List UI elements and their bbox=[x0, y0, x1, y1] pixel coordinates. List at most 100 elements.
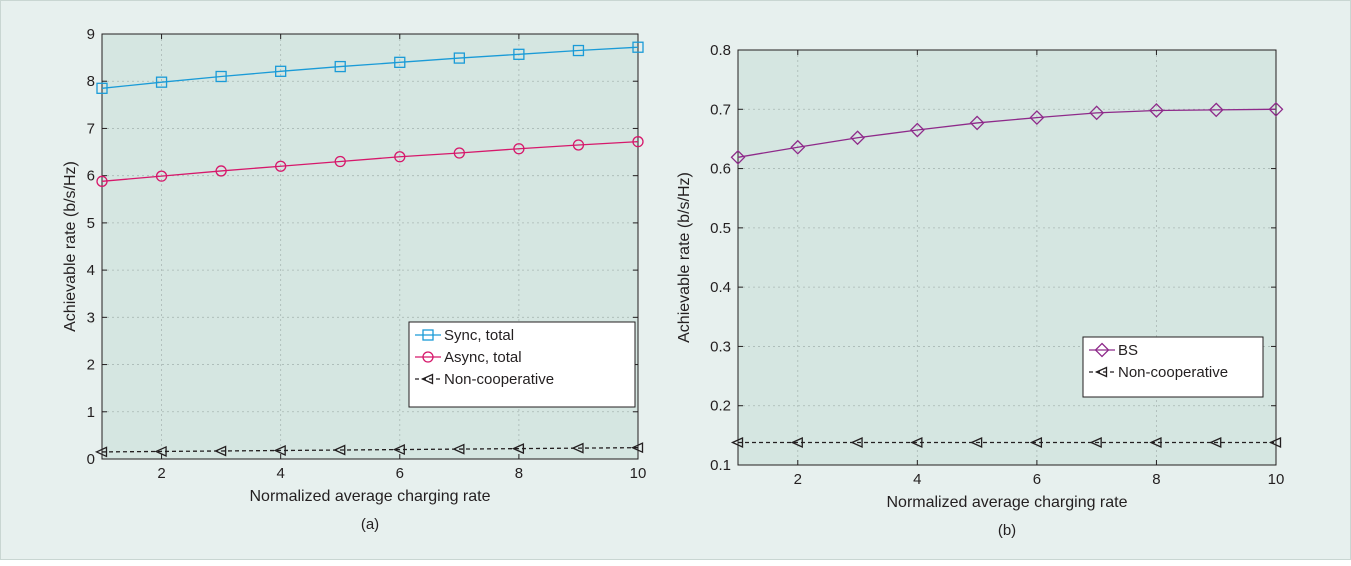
legend: BS Non-cooperative bbox=[1082, 336, 1264, 398]
data-point bbox=[215, 165, 227, 177]
x-axis-label: Normalized average charging rate bbox=[886, 494, 1127, 511]
y-tick-label: 2 bbox=[87, 357, 95, 374]
legend-box bbox=[1082, 336, 1264, 398]
x-tick-label: 6 bbox=[396, 465, 404, 482]
data-point bbox=[850, 130, 865, 146]
x-tick-label: 10 bbox=[630, 465, 647, 482]
series-line bbox=[101, 447, 639, 453]
chart-panel-a: 2 4 6 8 10 0 1 2 3 4 5 6 7 8 9 Normalized average charg… bbox=[62, 26, 646, 533]
y-axis-label: Achievable rate (b/s/Hz) bbox=[676, 172, 693, 343]
data-point bbox=[790, 436, 803, 448]
y-tick-label: 0.2 bbox=[710, 398, 731, 415]
y-tick-label: 3 bbox=[87, 309, 95, 326]
data-point bbox=[273, 444, 286, 457]
y-tick-label: 0.5 bbox=[710, 220, 731, 237]
plot-frame bbox=[101, 33, 639, 460]
y-tick-label: 0.8 bbox=[710, 42, 731, 59]
data-point bbox=[453, 52, 465, 64]
x-axis-label: Normalized average charging rate bbox=[249, 488, 490, 505]
data-point bbox=[730, 149, 746, 165]
y-tick-label: 0.4 bbox=[710, 279, 731, 296]
chart-panel-b: 2 4 6 8 10 0.1 0.2 0.3 0.4 0.5 0.6 0.7 0.8 Normalized… bbox=[676, 42, 1284, 539]
data-point bbox=[730, 436, 744, 448]
y-tick-label: 0.1 bbox=[710, 457, 731, 474]
data-point bbox=[155, 170, 168, 182]
x-tick-label: 6 bbox=[1033, 471, 1041, 488]
data-point bbox=[630, 442, 644, 454]
panel-caption: (b) bbox=[998, 522, 1016, 539]
series-line bbox=[737, 108, 1277, 158]
data-point bbox=[571, 442, 584, 454]
y-tick-label: 1 bbox=[87, 404, 95, 421]
y-tick-label: 8 bbox=[87, 73, 95, 90]
data-point bbox=[154, 445, 167, 457]
series-line bbox=[101, 141, 639, 182]
data-point bbox=[334, 60, 346, 73]
y-tick-label: 0.3 bbox=[710, 338, 731, 355]
data-point bbox=[909, 122, 925, 138]
data-point bbox=[275, 65, 287, 77]
data-point bbox=[275, 160, 287, 172]
data-point bbox=[790, 139, 806, 155]
legend-label: Async, total bbox=[444, 349, 522, 366]
data-point bbox=[910, 436, 923, 448]
legend: Sync, total Async, total Non-cooperative bbox=[408, 321, 636, 408]
data-point bbox=[94, 446, 108, 458]
x-tick-label: 8 bbox=[515, 465, 523, 482]
data-point bbox=[155, 76, 168, 88]
legend-label: Non-cooperative bbox=[444, 371, 554, 388]
x-tick-label: 4 bbox=[913, 471, 921, 488]
data-point bbox=[394, 151, 406, 163]
y-tick-label: 7 bbox=[87, 120, 95, 137]
data-point bbox=[513, 48, 525, 60]
series-line bbox=[101, 46, 639, 89]
x-tick-label: 10 bbox=[1268, 471, 1285, 488]
y-axis-label: Achievable rate (b/s/Hz) bbox=[62, 161, 79, 332]
x-tick-label: 8 bbox=[1152, 471, 1160, 488]
series-bs bbox=[730, 101, 1284, 165]
series-non-cooperative bbox=[94, 442, 644, 458]
plot-frame bbox=[737, 49, 1277, 466]
data-point bbox=[333, 444, 346, 456]
legend-label: BS bbox=[1118, 342, 1138, 359]
panel-caption: (a) bbox=[361, 516, 379, 533]
data-point bbox=[394, 56, 406, 68]
data-point bbox=[572, 139, 585, 151]
data-point bbox=[1268, 436, 1282, 448]
data-point bbox=[1209, 436, 1222, 448]
data-point bbox=[1208, 102, 1224, 118]
data-point bbox=[970, 436, 983, 448]
data-point bbox=[511, 443, 525, 455]
legend-marker bbox=[422, 351, 434, 363]
data-point bbox=[572, 44, 585, 57]
x-tick-label: 2 bbox=[794, 471, 802, 488]
legend-label: Non-cooperative bbox=[1118, 364, 1228, 381]
data-point bbox=[334, 155, 346, 168]
plot-area bbox=[738, 50, 1276, 465]
data-point bbox=[1089, 105, 1105, 121]
data-point bbox=[453, 147, 465, 159]
data-point bbox=[214, 445, 227, 457]
data-point bbox=[1268, 101, 1284, 117]
data-point bbox=[215, 70, 227, 83]
data-point bbox=[1149, 103, 1164, 118]
grid bbox=[102, 34, 638, 459]
legend-label: Sync, total bbox=[444, 327, 514, 344]
legend-marker bbox=[422, 329, 434, 341]
y-tick-label: 9 bbox=[87, 26, 95, 43]
series-sync-total bbox=[96, 41, 644, 94]
legend-marker bbox=[1094, 342, 1110, 358]
data-point bbox=[96, 82, 108, 94]
legend-box bbox=[408, 321, 636, 408]
data-point bbox=[513, 143, 525, 155]
legend-marker bbox=[1094, 366, 1108, 378]
y-tick-label: 0 bbox=[87, 451, 95, 468]
data-point bbox=[1029, 110, 1045, 126]
data-point bbox=[96, 175, 108, 187]
data-point bbox=[632, 41, 644, 53]
data-point bbox=[1029, 436, 1043, 448]
y-tick-label: 5 bbox=[87, 215, 95, 232]
data-point bbox=[1089, 436, 1102, 448]
